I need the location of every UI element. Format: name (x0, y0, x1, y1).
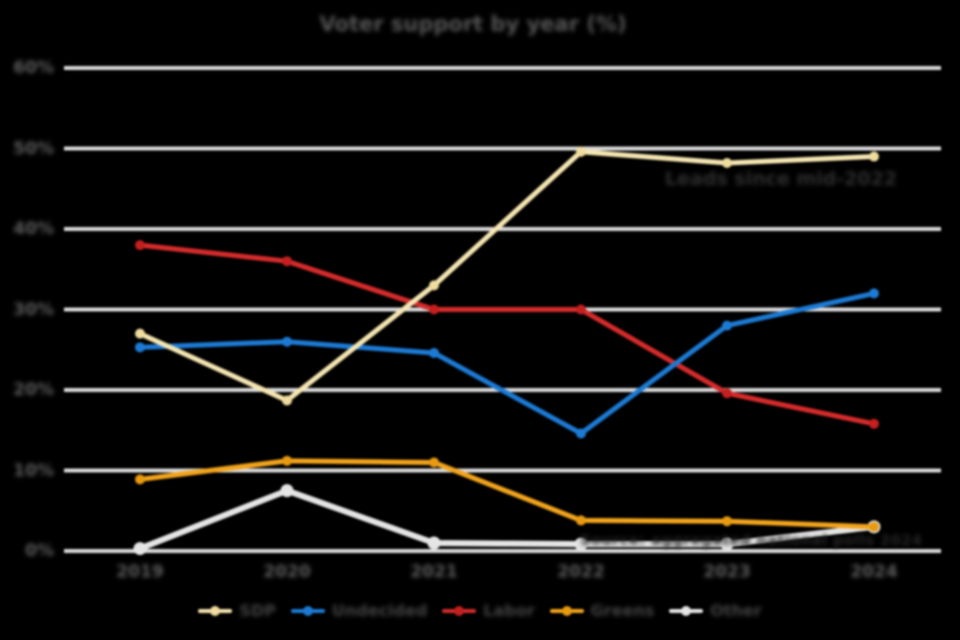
legend-label-undecided: Undecided (331, 601, 428, 620)
x-axis-tick-6: 2024 (850, 562, 898, 582)
chart-legend: SDP Undecided Labor Greens Other (0, 601, 960, 620)
x-axis-tick-1: 2019 (116, 562, 164, 582)
greens-line-swatch-icon (549, 605, 584, 616)
y-axis-tick-10: 10% (13, 460, 54, 481)
legend-item-labor: Labor (442, 601, 535, 620)
other-line-swatch-icon (669, 605, 704, 616)
peak-annotation: Leads since mid-2022 (664, 168, 898, 190)
legend-label-greens: Greens (590, 601, 655, 620)
legend-item-sdp: SDP (198, 601, 276, 620)
x-axis-tick-2: 2020 (263, 562, 311, 582)
y-axis-tick-0: 0% (25, 541, 54, 561)
undecided-line-swatch-icon (290, 605, 325, 616)
y-axis-tick-20: 20% (13, 380, 54, 400)
chart-title: Voter support by year (%) (319, 12, 627, 36)
source-annotation: Source: aggregated national polls 2024 (580, 533, 923, 549)
x-axis-tick-4: 2022 (557, 562, 605, 582)
y-axis-tick-30: 30% (13, 299, 54, 320)
legend-label-sdp: SDP (239, 601, 276, 620)
sdp-line-swatch-icon (198, 605, 233, 616)
labor-line-swatch-icon (442, 605, 477, 616)
legend-item-other: Other (669, 601, 762, 620)
y-axis-tick-60: 60% (13, 58, 54, 78)
x-axis-tick-3: 2021 (410, 562, 458, 582)
legend-label-other: Other (710, 601, 762, 620)
y-axis-tick-40: 40% (13, 219, 54, 239)
y-axis-tick-50: 50% (13, 138, 54, 159)
legend-label-labor: Labor (483, 601, 535, 620)
x-axis-tick-5: 2023 (703, 562, 751, 582)
legend-item-undecided: Undecided (290, 601, 428, 620)
legend-item-greens: Greens (549, 601, 655, 620)
